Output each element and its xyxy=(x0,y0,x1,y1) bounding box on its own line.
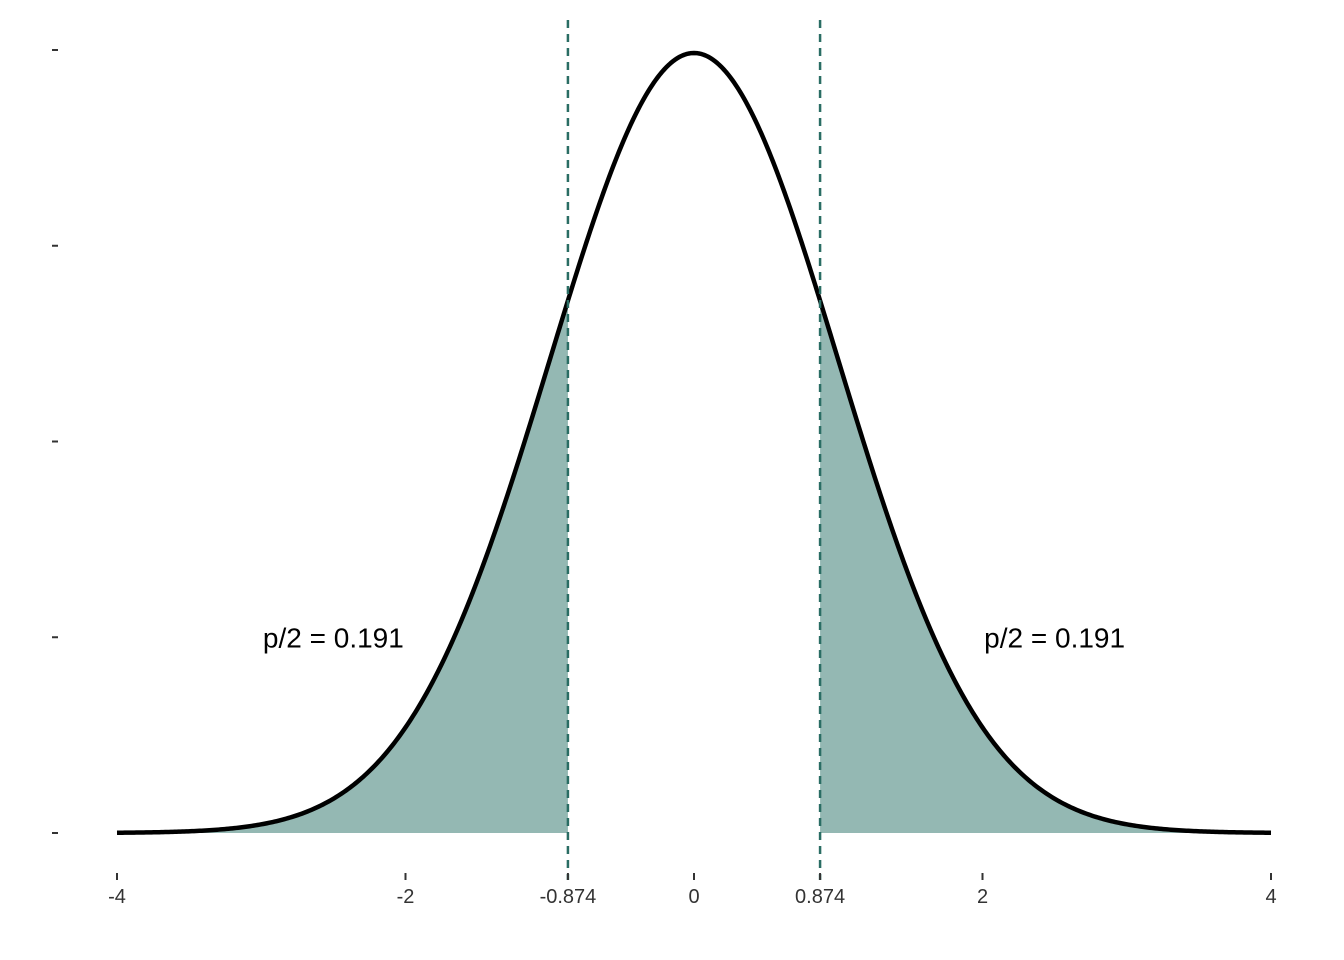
x-tick-label: -0.874 xyxy=(540,886,597,908)
x-tick-label: 0.874 xyxy=(795,886,845,908)
right-tail-area xyxy=(820,300,1271,833)
y-axis xyxy=(52,49,58,834)
x-tick-label: -4 xyxy=(108,886,126,908)
right-p-annotation: p/2 = 0.191 xyxy=(984,622,1125,653)
x-tick-label: 4 xyxy=(1265,886,1276,908)
shaded-tails xyxy=(117,300,1271,833)
x-axis: -4 -2 -0.874 0 0.874 2 4 xyxy=(108,873,1277,908)
left-p-annotation: p/2 = 0.191 xyxy=(263,622,404,653)
density-curve-layer xyxy=(116,50,1272,835)
x-tick-label: 2 xyxy=(977,886,988,908)
density-curve xyxy=(116,50,1272,835)
x-tick-label: 0 xyxy=(688,886,699,908)
left-tail-area xyxy=(117,300,568,833)
critical-value-lines xyxy=(566,20,822,880)
x-tick-label: -2 xyxy=(397,886,415,908)
annotations: p/2 = 0.191 p/2 = 0.191 xyxy=(263,622,1125,653)
